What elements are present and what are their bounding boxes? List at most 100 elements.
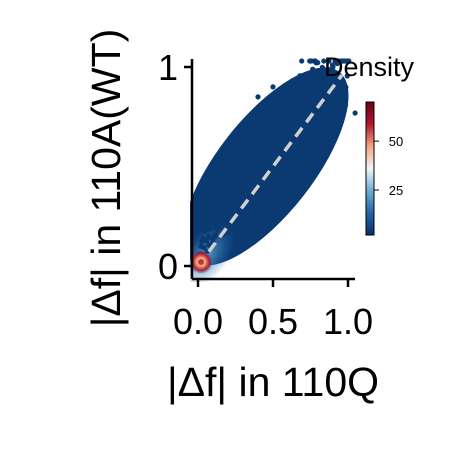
y-tick-label: 0 bbox=[158, 246, 178, 287]
data-point bbox=[313, 97, 319, 103]
data-point bbox=[277, 133, 283, 139]
data-point bbox=[282, 114, 288, 120]
data-point bbox=[301, 87, 307, 93]
data-point bbox=[314, 144, 320, 150]
data-point bbox=[265, 155, 271, 161]
data-point bbox=[345, 58, 351, 64]
data-points bbox=[195, 58, 358, 269]
density-peak bbox=[189, 250, 213, 275]
y-tick-label: 1 bbox=[158, 47, 178, 88]
data-point bbox=[317, 82, 324, 88]
data-point bbox=[268, 121, 274, 127]
y-axis-ticks: 01 bbox=[158, 47, 192, 287]
data-point bbox=[302, 131, 308, 137]
data-point bbox=[210, 209, 216, 215]
data-point bbox=[305, 147, 311, 153]
data-point bbox=[263, 147, 269, 153]
data-point bbox=[323, 112, 329, 119]
data-point bbox=[300, 163, 306, 170]
data-point bbox=[302, 155, 308, 161]
data-point bbox=[199, 238, 205, 245]
data-point bbox=[297, 115, 304, 121]
data-point bbox=[255, 223, 261, 229]
data-point bbox=[205, 224, 211, 230]
data-point bbox=[321, 75, 327, 81]
data-point bbox=[290, 155, 296, 161]
data-point bbox=[339, 58, 345, 64]
data-point bbox=[322, 124, 329, 130]
data-point bbox=[234, 196, 241, 203]
data-point bbox=[330, 97, 337, 103]
data-point bbox=[250, 145, 256, 151]
identity-reference-line bbox=[196, 73, 344, 268]
data-point bbox=[263, 180, 269, 186]
data-point bbox=[335, 106, 341, 112]
data-point bbox=[222, 210, 228, 216]
colorbar-tick-label: 25 bbox=[389, 183, 403, 198]
x-tick-label: 0.5 bbox=[248, 301, 298, 342]
data-point bbox=[270, 84, 276, 90]
data-point bbox=[243, 191, 249, 197]
data-point bbox=[339, 97, 345, 103]
data-point bbox=[237, 211, 243, 217]
data-point bbox=[304, 74, 310, 80]
data-point bbox=[329, 62, 336, 68]
data-point bbox=[288, 121, 294, 128]
data-point bbox=[234, 205, 240, 211]
data-point bbox=[229, 197, 235, 204]
data-point bbox=[306, 90, 312, 97]
data-point bbox=[311, 106, 317, 113]
data-point bbox=[236, 179, 242, 185]
data-point bbox=[263, 186, 270, 192]
data-point bbox=[214, 227, 221, 233]
data-point bbox=[327, 129, 333, 135]
data-point bbox=[257, 154, 264, 160]
data-point bbox=[255, 146, 261, 152]
data-point bbox=[300, 144, 306, 150]
axes: 0.0 0.5 1.0 01 bbox=[158, 47, 373, 342]
data-point bbox=[309, 153, 315, 159]
data-point bbox=[198, 243, 204, 249]
data-point bbox=[310, 66, 316, 72]
data-point bbox=[283, 137, 289, 144]
data-point bbox=[292, 136, 299, 142]
data-point bbox=[313, 121, 319, 127]
data-point bbox=[316, 94, 323, 100]
data-point bbox=[260, 113, 267, 119]
data-point bbox=[296, 121, 302, 127]
colorbar-ticks: 25 50 bbox=[374, 134, 403, 198]
data-point bbox=[291, 144, 297, 150]
data-point bbox=[258, 129, 264, 135]
data-point bbox=[245, 167, 251, 173]
y-axis-label: |Δf| in 110A(WT) bbox=[83, 29, 129, 328]
data-point bbox=[271, 140, 277, 146]
data-point bbox=[343, 84, 349, 90]
data-point bbox=[240, 124, 246, 130]
data-point bbox=[240, 163, 246, 169]
data-point bbox=[217, 223, 224, 229]
data-point bbox=[297, 73, 303, 79]
data-point bbox=[332, 58, 338, 64]
density-peak-center bbox=[198, 259, 204, 266]
data-point bbox=[306, 83, 313, 89]
data-point bbox=[227, 186, 234, 193]
data-point bbox=[303, 140, 309, 146]
data-point bbox=[212, 223, 218, 229]
data-point bbox=[308, 58, 314, 64]
data-point bbox=[301, 113, 308, 119]
data-point bbox=[279, 94, 285, 100]
data-point bbox=[307, 123, 313, 129]
data-point bbox=[236, 192, 242, 198]
data-point bbox=[280, 124, 286, 130]
data-point bbox=[270, 183, 276, 189]
data-point bbox=[235, 185, 241, 191]
data-point bbox=[326, 58, 332, 64]
colorbar-gradient bbox=[365, 101, 375, 236]
data-point bbox=[299, 79, 305, 85]
data-point bbox=[299, 58, 305, 64]
data-point bbox=[321, 58, 327, 64]
x-tick-label: 1.0 bbox=[323, 301, 373, 342]
data-point bbox=[261, 124, 268, 130]
x-tick-label: 0.0 bbox=[173, 301, 223, 342]
